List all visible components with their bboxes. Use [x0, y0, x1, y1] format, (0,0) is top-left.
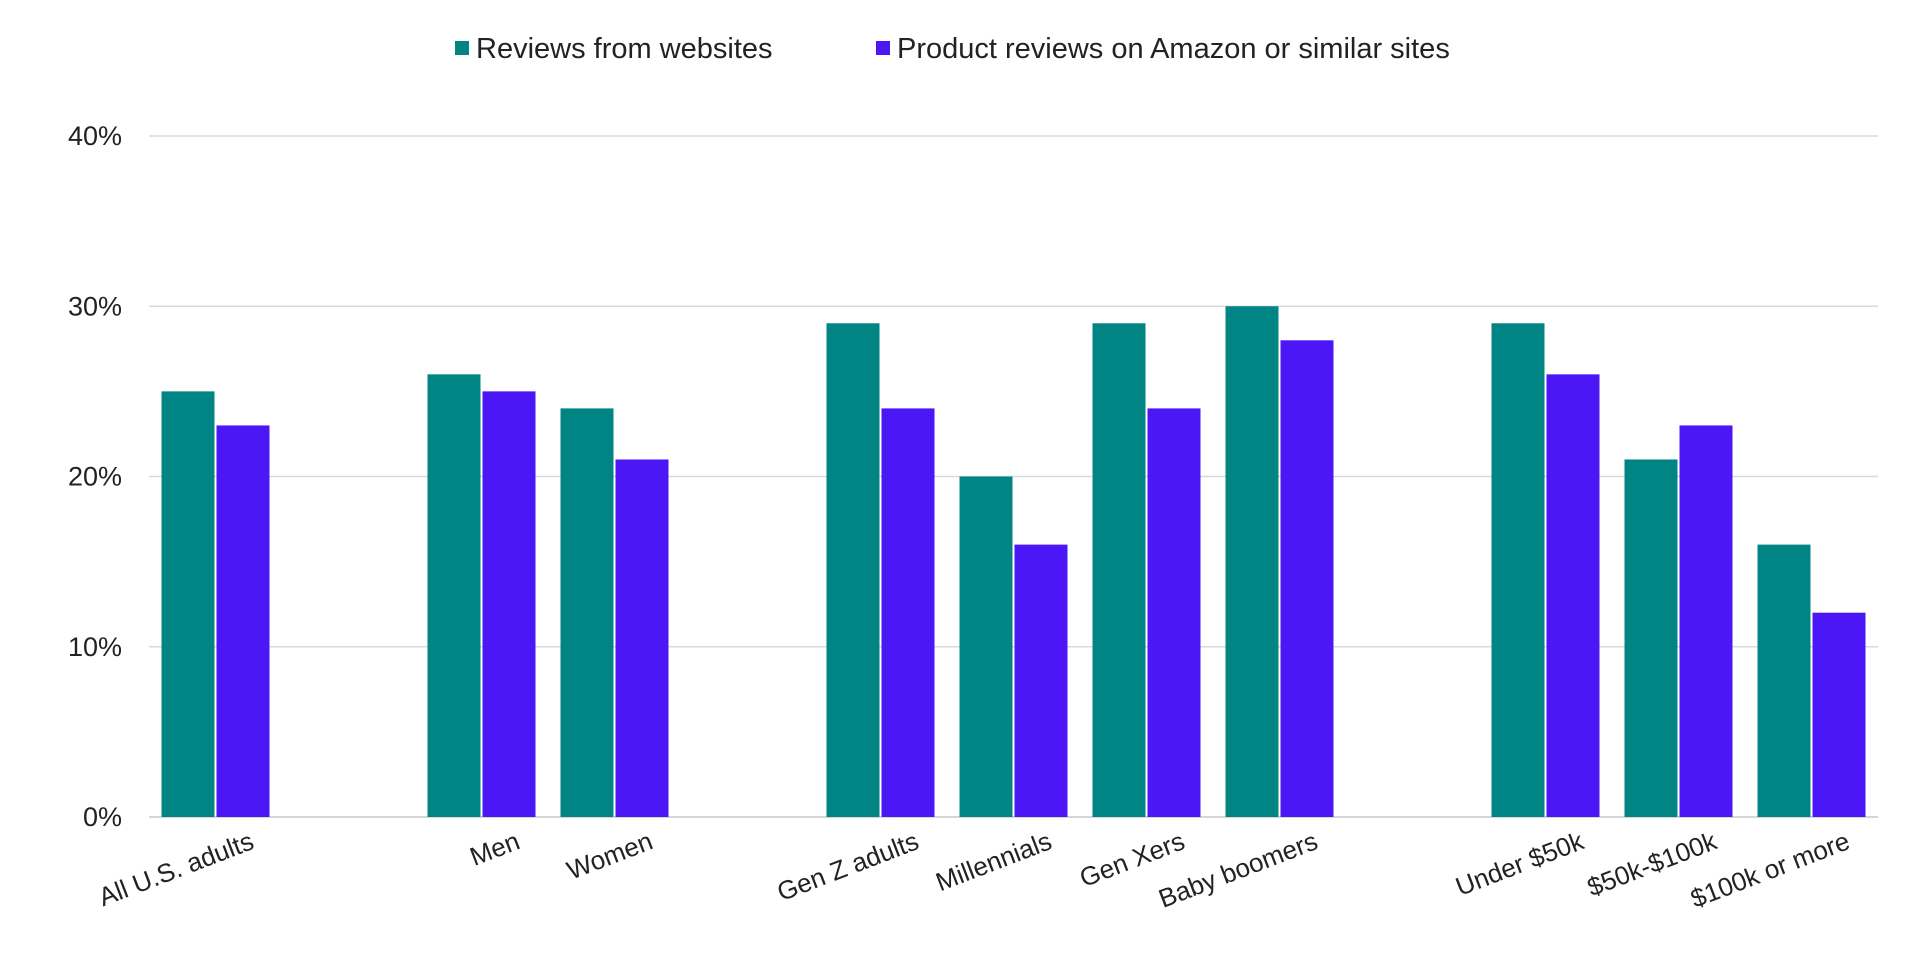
- bars: [161, 306, 1866, 817]
- bar-all-u-s-adults-product-reviews-on-amazon-or-similar-sites: [216, 425, 270, 817]
- bar-millennials-product-reviews-on-amazon-or-similar-sites: [1014, 544, 1068, 817]
- x-axis-ticks: All U.S. adults Men Women Gen Z adults Mille…: [94, 825, 1853, 913]
- y-tick-label-40: 40%: [68, 121, 122, 151]
- bar-100k-or-more-product-reviews-on-amazon-or-similar-sites: [1812, 612, 1866, 817]
- bar-men-reviews-from-websites: [427, 374, 481, 817]
- y-axis-ticks: 0% 10% 20% 30% 40%: [68, 121, 122, 832]
- y-tick-label-20: 20%: [68, 462, 122, 492]
- x-tick-label-all-u-s-adults: All U.S. adults: [94, 826, 257, 913]
- x-tick-label-women: Women: [563, 826, 657, 886]
- bar-gen-z-adults-reviews-from-websites: [826, 323, 880, 817]
- bar-baby-boomers-reviews-from-websites: [1225, 306, 1279, 817]
- bar-gen-xers-product-reviews-on-amazon-or-similar-sites: [1147, 408, 1201, 817]
- legend-swatch-product-reviews-on-amazon-or-similar-sites: [876, 41, 890, 55]
- x-tick-label-under-50k: Under $50k: [1451, 825, 1588, 902]
- bar-under-50k-product-reviews-on-amazon-or-similar-sites: [1546, 374, 1600, 817]
- x-tick-label-millennials: Millennials: [932, 826, 1056, 898]
- legend: Reviews from websites Product reviews on …: [455, 33, 1450, 65]
- bar-gen-z-adults-product-reviews-on-amazon-or-similar-sites: [881, 408, 935, 817]
- x-tick-label-men: Men: [466, 826, 524, 872]
- bar-men-product-reviews-on-amazon-or-similar-sites: [482, 391, 536, 817]
- gridlines: [149, 135, 1878, 818]
- legend-label-product-reviews-on-amazon-or-similar-sites: Product reviews on Amazon or similar sit…: [897, 33, 1450, 65]
- bar-under-50k-reviews-from-websites: [1491, 323, 1545, 817]
- bar-millennials-reviews-from-websites: [959, 476, 1013, 817]
- x-tick-label-gen-z-adults: Gen Z adults: [773, 826, 923, 907]
- bar-baby-boomers-product-reviews-on-amazon-or-similar-sites: [1280, 340, 1334, 817]
- bar-100k-or-more-reviews-from-websites: [1757, 544, 1811, 817]
- legend-swatch-reviews-from-websites: [455, 41, 469, 55]
- y-tick-label-0: 0%: [83, 802, 122, 832]
- bar-women-product-reviews-on-amazon-or-similar-sites: [615, 459, 669, 817]
- y-tick-label-30: 30%: [68, 291, 122, 321]
- bar-50k-100k-product-reviews-on-amazon-or-similar-sites: [1679, 425, 1733, 817]
- bar-gen-xers-reviews-from-websites: [1092, 323, 1146, 817]
- bar-women-reviews-from-websites: [560, 408, 614, 817]
- bar-all-u-s-adults-reviews-from-websites: [161, 391, 215, 817]
- bar-50k-100k-reviews-from-websites: [1624, 459, 1678, 817]
- y-tick-label-10: 10%: [68, 632, 122, 662]
- legend-label-reviews-from-websites: Reviews from websites: [476, 33, 773, 65]
